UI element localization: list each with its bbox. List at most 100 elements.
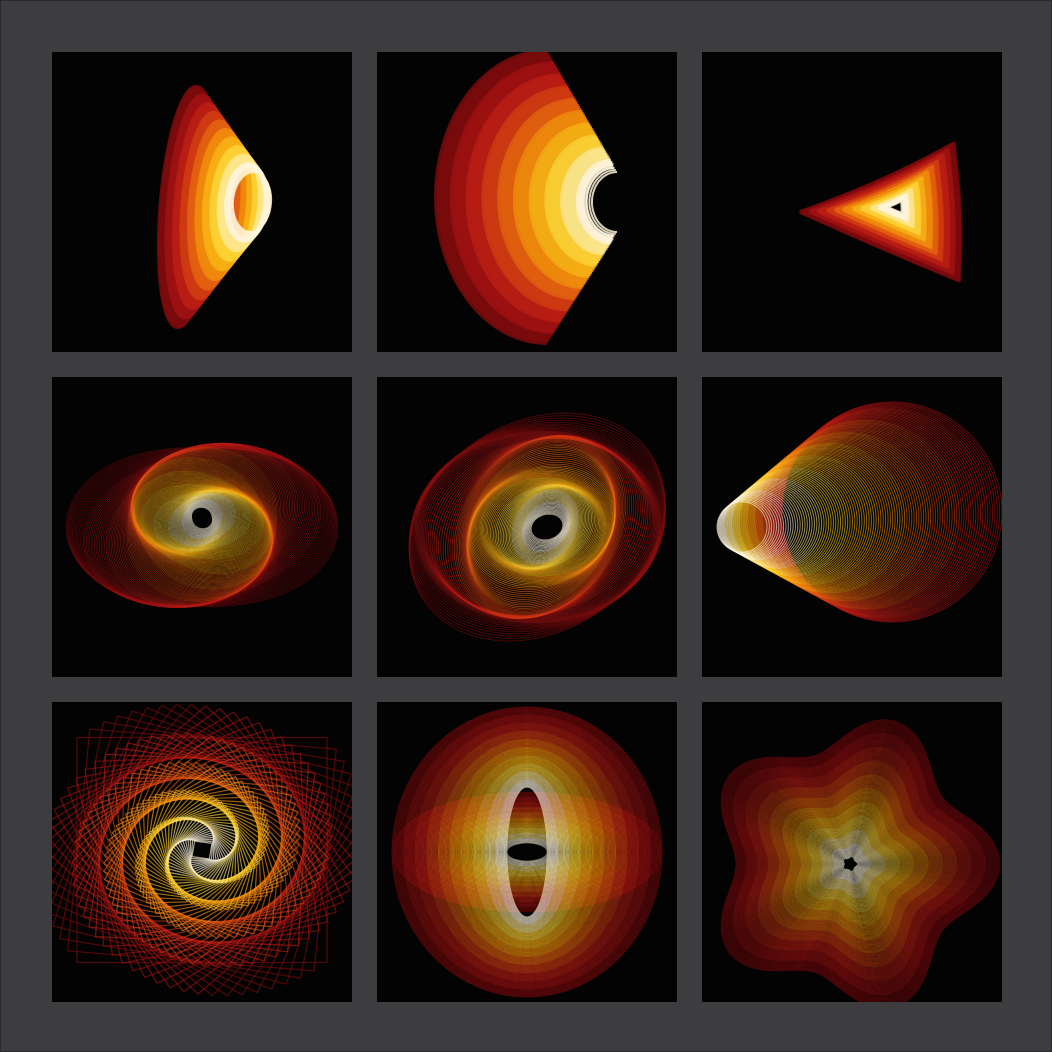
lens-stroke	[503, 785, 551, 919]
loop-stroke	[457, 435, 624, 619]
lens-inner-stroke	[461, 822, 593, 882]
burst-stroke	[809, 818, 898, 910]
lens-stroke	[399, 712, 655, 992]
funnel-stroke	[716, 501, 768, 553]
funnel-stroke	[736, 470, 842, 575]
burst-stroke	[755, 758, 960, 970]
burst-stroke	[792, 799, 918, 929]
swirl-stroke	[181, 499, 223, 539]
loop-stroke	[523, 504, 570, 550]
burst-stroke	[783, 790, 927, 938]
lens-stroke	[411, 720, 643, 984]
lens-stroke	[479, 768, 575, 936]
tile-tilted-loops	[377, 377, 677, 677]
burst-stroke	[774, 779, 939, 949]
lens-stroke	[455, 751, 599, 953]
square-stroke	[144, 798, 260, 902]
lens-stroke	[475, 764, 579, 940]
lens-stroke	[420, 726, 634, 978]
burst-stroke	[790, 797, 920, 931]
funnel-stroke	[719, 497, 777, 556]
loop-stroke	[461, 437, 620, 617]
burst-stroke	[783, 789, 928, 939]
lens-stroke	[406, 717, 648, 987]
arc-stroke	[588, 169, 616, 235]
burst-stroke	[759, 762, 956, 966]
burst-stroke	[772, 777, 940, 951]
loop-stroke	[414, 430, 662, 624]
funnel-stroke	[769, 420, 958, 609]
burst-stroke	[777, 782, 935, 946]
funnel-stroke	[719, 496, 780, 556]
lens-stroke	[466, 759, 588, 945]
burst-stroke	[751, 754, 965, 974]
swirl-stroke	[190, 506, 214, 530]
swirl-stroke	[157, 490, 247, 551]
loop-stroke	[524, 506, 568, 548]
lens-inner-stroke	[491, 835, 563, 869]
burst-stroke	[798, 806, 910, 922]
lens-inner-stroke	[500, 839, 554, 865]
funnel-stroke	[745, 457, 872, 584]
lens-stroke	[439, 739, 615, 965]
funnel-stroke	[765, 426, 944, 605]
burst-stroke	[815, 825, 891, 903]
funnel-stroke	[770, 418, 963, 611]
swirl-stroke	[189, 505, 215, 532]
lens-stroke	[427, 731, 627, 973]
funnel-stroke	[723, 491, 792, 560]
burst-stroke	[729, 729, 990, 999]
burst-stroke	[788, 794, 922, 934]
swirl-stroke	[169, 493, 235, 546]
lens-stroke	[451, 748, 603, 956]
lens-stroke	[469, 760, 585, 944]
funnel-stroke	[724, 489, 796, 561]
loop-stroke	[510, 488, 580, 566]
swirl-stroke	[186, 502, 218, 535]
lens-stroke	[506, 786, 548, 918]
lens-stroke	[405, 716, 649, 988]
burst-stroke	[723, 721, 998, 1002]
funnel-stroke	[721, 493, 787, 559]
lens-inner-stroke	[482, 831, 572, 873]
funnel-stroke	[755, 440, 910, 595]
burst-stroke	[724, 723, 996, 1002]
lens-stroke	[477, 766, 577, 938]
burst-stroke	[765, 769, 948, 959]
burst-stroke	[825, 836, 879, 892]
burst-stroke	[747, 749, 969, 979]
square-stroke	[136, 790, 268, 910]
burst-stroke	[727, 726, 993, 1002]
loop-stroke	[520, 499, 572, 555]
swirl-stroke	[189, 505, 215, 531]
burst-stroke	[739, 740, 979, 988]
burst-stroke	[831, 843, 872, 885]
lens-inner-stroke	[469, 826, 585, 878]
funnel-stroke	[744, 459, 868, 583]
loop-stroke	[477, 475, 609, 579]
lens-inner-stroke	[492, 836, 562, 868]
lens-stroke	[463, 756, 591, 948]
lens-stroke	[452, 749, 602, 955]
burst-stroke	[829, 840, 875, 888]
burst-stroke	[835, 848, 867, 880]
burst-stroke	[779, 785, 932, 943]
tile-cone-rings	[52, 52, 352, 352]
burst-stroke	[812, 822, 894, 906]
funnel-stroke	[732, 476, 827, 571]
funnel-stroke	[759, 435, 922, 599]
funnel-stroke	[742, 462, 861, 581]
burst-stroke	[755, 758, 961, 971]
loop-stroke	[463, 439, 618, 615]
burst-stroke	[799, 807, 909, 921]
funnel-stroke	[727, 485, 806, 564]
burst-stroke	[754, 757, 962, 972]
tile-lens-oval	[377, 702, 677, 1002]
burst-stroke	[745, 746, 972, 982]
burst-stroke	[732, 732, 988, 997]
burst-stroke	[766, 770, 947, 958]
burst-stroke	[805, 814, 902, 915]
loop-stroke	[415, 431, 661, 623]
funnel-stroke	[767, 422, 953, 608]
square-stroke	[182, 832, 222, 868]
